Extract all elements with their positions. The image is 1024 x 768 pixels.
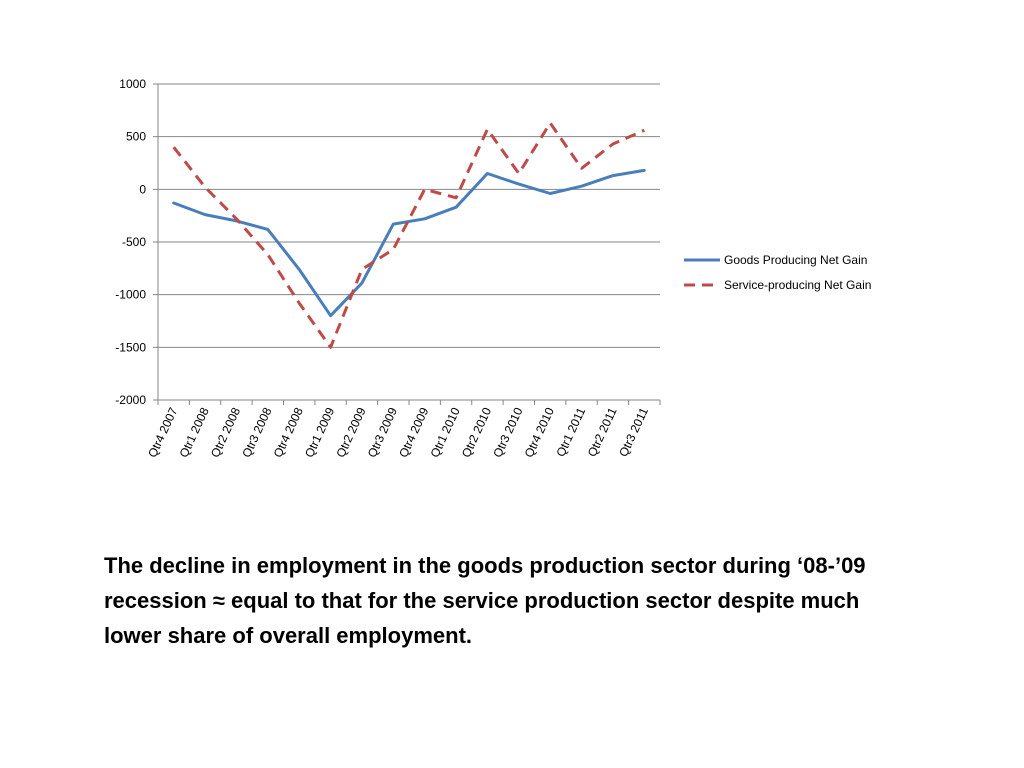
x-tick-label: Qtr1 2008 — [177, 405, 212, 460]
x-tick-label: Qtr4 2009 — [396, 405, 431, 460]
y-tick-label: 1000 — [119, 77, 146, 91]
x-tick-label: Qtr1 2010 — [428, 405, 463, 460]
series-line — [172, 121, 645, 349]
x-tick-label: Qtr1 2009 — [302, 405, 337, 460]
x-tick-label: Qtr2 2008 — [208, 405, 243, 460]
legend-label: Goods Producing Net Gain — [724, 253, 867, 267]
y-tick-label: 500 — [126, 130, 146, 144]
y-tick-label: -1000 — [115, 288, 146, 302]
x-tick-label: Qtr3 2008 — [239, 405, 274, 460]
x-tick-label: Qtr2 2009 — [333, 405, 368, 460]
y-tick-label: -2000 — [115, 393, 146, 407]
x-tick-label: Qtr4 2007 — [145, 405, 180, 460]
x-tick-label: Qtr1 2011 — [553, 405, 588, 459]
y-tick-label: -1500 — [115, 340, 146, 354]
y-tick-label: 0 — [139, 182, 146, 196]
x-tick-label: Qtr3 2011 — [616, 405, 651, 459]
x-tick-label: Qtr4 2008 — [271, 405, 306, 460]
y-tick-label: -500 — [122, 235, 146, 249]
y-axis: 1000 500 0 -500 -1000 -1500 -2000 — [115, 77, 159, 407]
x-tick-label: Qtr4 2010 — [522, 405, 557, 460]
x-tick-label: Qtr3 2010 — [490, 405, 525, 460]
legend: Goods Producing Net Gain Service-producin… — [684, 253, 871, 292]
x-tick-label: Qtr3 2009 — [365, 405, 400, 460]
x-tick-label: Qtr2 2010 — [459, 405, 494, 460]
legend-label: Service-producing Net Gain — [724, 278, 871, 292]
gridlines — [158, 83, 660, 401]
series-layer — [172, 121, 646, 349]
series-line — [172, 168, 646, 318]
x-tick-label: Qtr2 2011 — [585, 405, 620, 459]
slide-caption: The decline in employment in the goods p… — [104, 553, 866, 648]
